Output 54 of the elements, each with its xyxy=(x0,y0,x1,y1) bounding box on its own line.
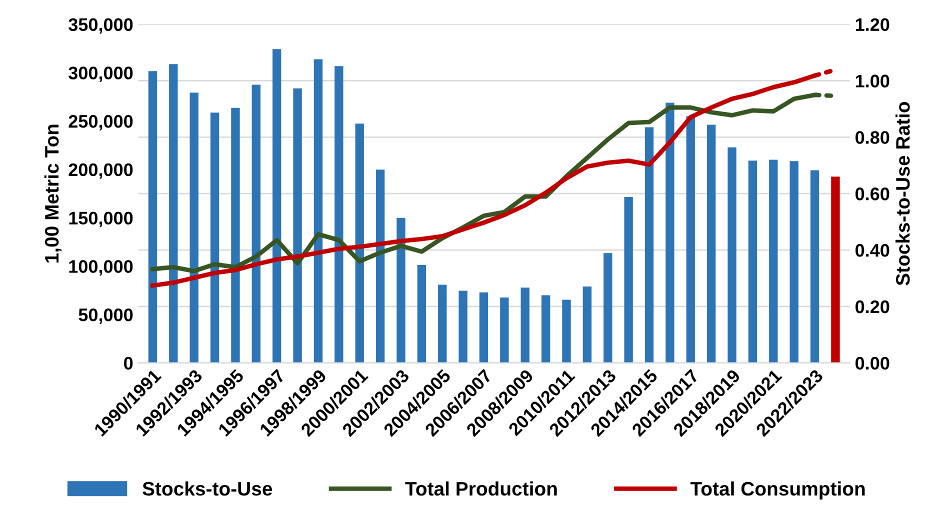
y-axis-title: 1,00 Metric Ton xyxy=(44,124,62,262)
bar xyxy=(479,292,488,363)
y2-tick-label: 1.20 xyxy=(856,18,890,32)
y-tick-label: 250,000 xyxy=(68,114,133,130)
y-tick-label: 200,000 xyxy=(68,163,133,179)
bar xyxy=(458,290,468,363)
y-tick-label: 300,000 xyxy=(68,66,133,82)
bar xyxy=(169,64,178,363)
bar xyxy=(582,286,592,363)
y2-tick-label: 0.00 xyxy=(856,356,890,370)
bar xyxy=(252,84,261,363)
bar xyxy=(500,297,509,363)
bar xyxy=(314,59,323,363)
y2-tick-label: 0.60 xyxy=(856,188,890,200)
bar xyxy=(438,284,447,363)
y2-tick-label: 0.20 xyxy=(856,300,890,314)
bar xyxy=(541,295,550,363)
y-tick-label: 350,000 xyxy=(68,18,133,34)
y2-tick-label: 0.80 xyxy=(856,131,890,144)
bar xyxy=(210,112,220,363)
bar xyxy=(520,288,530,363)
bar xyxy=(790,161,798,363)
bar xyxy=(417,265,426,363)
y2-tick-label: 0.40 xyxy=(856,244,890,257)
bar xyxy=(396,218,406,363)
bar xyxy=(562,300,571,363)
legend-label: Total Production xyxy=(405,481,557,496)
y-tick-label: 150,000 xyxy=(69,212,133,228)
legend-label: Stocks-to-Use xyxy=(142,481,272,496)
bar xyxy=(604,253,612,363)
bar xyxy=(355,124,364,363)
bar xyxy=(748,160,758,363)
y2-tick-label: 1.00 xyxy=(856,74,890,88)
bar xyxy=(769,160,778,363)
bar xyxy=(334,66,344,363)
bar xyxy=(148,71,158,363)
bar xyxy=(190,92,198,363)
y-tick-label: 50,000 xyxy=(78,308,133,324)
y2-axis-title: Stocks-to-Use Ratio xyxy=(895,102,910,286)
bar xyxy=(728,147,736,363)
bar xyxy=(231,108,240,363)
bar xyxy=(831,176,840,363)
bar xyxy=(706,124,716,363)
bar xyxy=(644,127,654,363)
legend-label: Total Consumption xyxy=(690,481,865,500)
bar xyxy=(272,49,282,363)
y-tick-label: 100,000 xyxy=(69,260,133,276)
bar xyxy=(666,102,674,363)
bar xyxy=(376,170,385,363)
bar xyxy=(810,170,820,363)
y-tick-label: 0 xyxy=(124,356,133,370)
bar xyxy=(624,197,633,363)
bar xyxy=(293,88,302,363)
bar xyxy=(686,116,695,363)
